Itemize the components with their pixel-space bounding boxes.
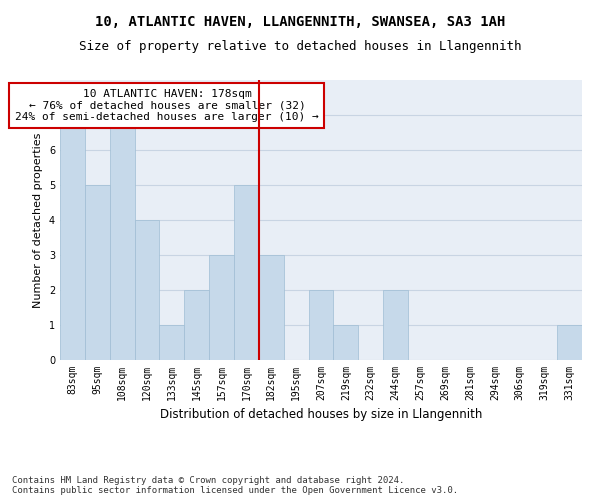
Text: 10 ATLANTIC HAVEN: 178sqm
← 76% of detached houses are smaller (32)
24% of semi-: 10 ATLANTIC HAVEN: 178sqm ← 76% of detac… <box>15 89 319 122</box>
Bar <box>557 325 582 360</box>
Bar <box>308 290 334 360</box>
Bar <box>85 185 110 360</box>
Text: Size of property relative to detached houses in Llangennith: Size of property relative to detached ho… <box>79 40 521 53</box>
Bar <box>334 325 358 360</box>
Bar <box>110 115 134 360</box>
Text: 10, ATLANTIC HAVEN, LLANGENNITH, SWANSEA, SA3 1AH: 10, ATLANTIC HAVEN, LLANGENNITH, SWANSEA… <box>95 15 505 29</box>
Bar <box>259 255 284 360</box>
Y-axis label: Number of detached properties: Number of detached properties <box>34 132 43 308</box>
Bar <box>184 290 209 360</box>
X-axis label: Distribution of detached houses by size in Llangennith: Distribution of detached houses by size … <box>160 408 482 422</box>
Bar <box>134 220 160 360</box>
Text: Contains HM Land Registry data © Crown copyright and database right 2024.
Contai: Contains HM Land Registry data © Crown c… <box>12 476 458 495</box>
Bar <box>160 325 184 360</box>
Bar <box>234 185 259 360</box>
Bar <box>209 255 234 360</box>
Bar <box>60 115 85 360</box>
Bar <box>383 290 408 360</box>
